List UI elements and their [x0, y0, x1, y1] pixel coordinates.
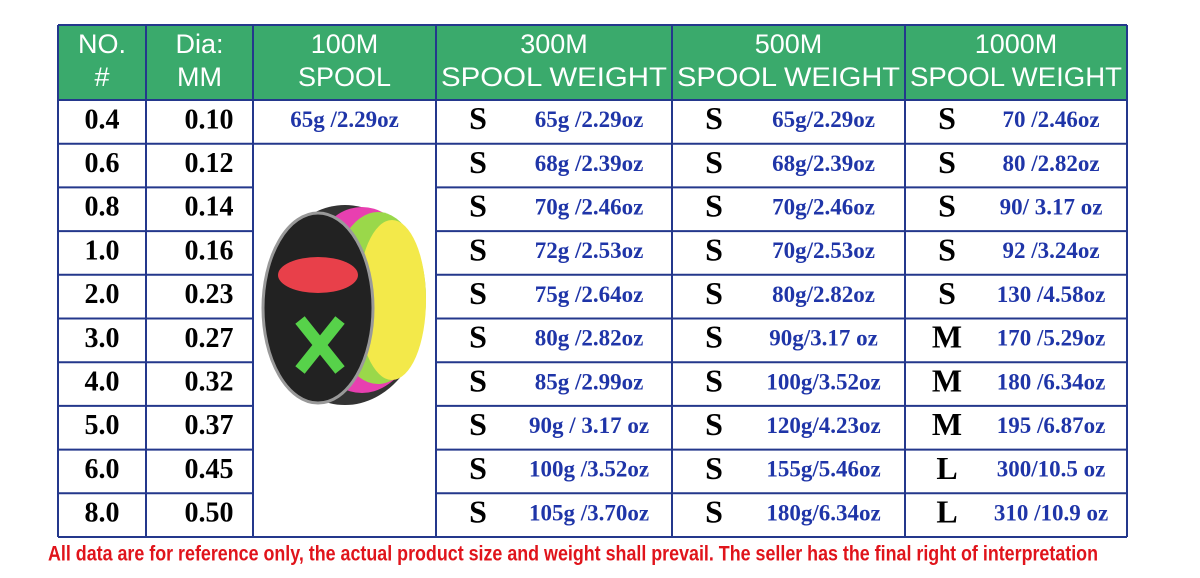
spool-weight: 90g/3.17 oz [769, 326, 878, 351]
spool-weight: 65g /2.29oz [535, 107, 644, 132]
header-label: SPOOL WEIGHT [910, 62, 1122, 92]
spool-weight: 92 /3.24oz [1002, 238, 1099, 263]
spool-size: S [938, 144, 956, 180]
header-label: SPOOL WEIGHT [441, 62, 667, 92]
spool-size: S [469, 493, 487, 529]
spool-size: S [705, 275, 723, 311]
spool-size: L [936, 493, 957, 529]
spool-size: S [705, 188, 723, 224]
header-label: # [94, 62, 109, 92]
spool-size: S [938, 275, 956, 311]
spool-size: S [705, 144, 723, 180]
spool-weight: 120g/4.23oz [766, 413, 880, 438]
spool-size: S [705, 406, 723, 442]
spool-weight: 75g /2.64oz [535, 282, 644, 307]
diameter: 0.10 [185, 104, 234, 135]
spool-size: S [469, 450, 487, 486]
line-number: 1.0 [85, 235, 120, 266]
spool-size: S [469, 231, 487, 267]
spool-size: S [938, 188, 956, 224]
header-label: 100M [311, 29, 379, 59]
diameter: 0.14 [185, 192, 234, 223]
header-label: 1000M [975, 29, 1058, 59]
spool-weight: 70g/2.53oz [772, 238, 875, 263]
spool-size: M [932, 362, 962, 398]
spool-weight: 80g /2.82oz [535, 326, 644, 351]
spool-weight: 70g/2.46oz [772, 195, 875, 220]
spool-weight: 80 /2.82oz [1002, 151, 1099, 176]
spool-size: S [938, 100, 956, 136]
line-number: 0.8 [85, 192, 120, 223]
header-label: 300M [520, 29, 588, 59]
spool-size: S [469, 362, 487, 398]
spool-size: S [469, 188, 487, 224]
diameter: 0.37 [185, 410, 234, 441]
header-label: 500M [755, 29, 823, 59]
line-number: 0.6 [85, 148, 120, 179]
line-number: 4.0 [85, 366, 120, 397]
spool-size: S [469, 319, 487, 355]
spool-weight: 68g/2.39oz [772, 151, 875, 176]
spool-size: L [936, 450, 957, 486]
line-number: 3.0 [85, 323, 120, 354]
spool-weight: 180 /6.34oz [997, 369, 1106, 394]
spool-weight: 70g /2.46oz [535, 195, 644, 220]
header-label: NO. [78, 29, 126, 59]
header-label: SPOOL WEIGHT [677, 62, 900, 92]
spool-size: S [938, 231, 956, 267]
spool-weight: 72g /2.53oz [535, 238, 644, 263]
line-number: 5.0 [85, 410, 120, 441]
spool-weight: 180g/6.34oz [766, 500, 880, 525]
spool-size: S [705, 231, 723, 267]
spool-weight: 68g /2.39oz [535, 151, 644, 176]
line-number: 6.0 [85, 454, 120, 485]
diameter: 0.45 [185, 454, 234, 485]
spool-weight: 300/10.5 oz [997, 457, 1106, 482]
diameter: 0.12 [185, 148, 234, 179]
spool-size: S [705, 493, 723, 529]
spool-weight: 170 /5.29oz [997, 326, 1106, 351]
diameter: 0.32 [185, 366, 234, 397]
spool-weight: 100g /3.52oz [529, 457, 649, 482]
spool-weight: 105g /3.70oz [529, 500, 649, 525]
spool-weight: 90g / 3.17 oz [529, 413, 649, 438]
line-number: 0.4 [85, 104, 120, 135]
diameter: 0.50 [185, 498, 234, 529]
diameter: 0.23 [185, 279, 234, 310]
spool-weight: 70 /2.46oz [1002, 107, 1099, 132]
spool-weight: 100g/3.52oz [766, 369, 880, 394]
line-number: 2.0 [85, 279, 120, 310]
spool-size: S [705, 450, 723, 486]
spool-size: M [932, 406, 962, 442]
spool-weight: 155g/5.46oz [766, 457, 880, 482]
spool-weight: 130 /4.58oz [997, 282, 1106, 307]
spool-photo [261, 205, 426, 405]
spool-weight: 65g/2.29oz [772, 107, 875, 132]
spool-weight: 195 /6.87oz [997, 413, 1106, 438]
header-band [58, 25, 1127, 100]
diameter: 0.16 [185, 235, 234, 266]
spool-size: S [469, 406, 487, 442]
spool-weight: 80g/2.82oz [772, 282, 875, 307]
line-number: 8.0 [85, 498, 120, 529]
disclaimer: All data are for reference only, the act… [48, 543, 1098, 566]
spool-weight: 85g /2.99oz [535, 369, 644, 394]
spool-size: S [469, 100, 487, 136]
header-label: SPOOL [298, 62, 391, 92]
diameter: 0.27 [185, 323, 234, 354]
spool-size: S [705, 319, 723, 355]
spool-size: S [469, 144, 487, 180]
weight-100m: 65g /2.29oz [290, 107, 399, 132]
spool-size: S [705, 100, 723, 136]
header-label: MM [177, 62, 222, 92]
spool-size: M [932, 319, 962, 355]
spool-weight: 90/ 3.17 oz [1000, 195, 1103, 220]
spool-size: S [469, 275, 487, 311]
spool-size: S [705, 362, 723, 398]
spool-weight: 310 /10.9 oz [994, 500, 1108, 525]
header-label: Dia: [175, 29, 223, 59]
